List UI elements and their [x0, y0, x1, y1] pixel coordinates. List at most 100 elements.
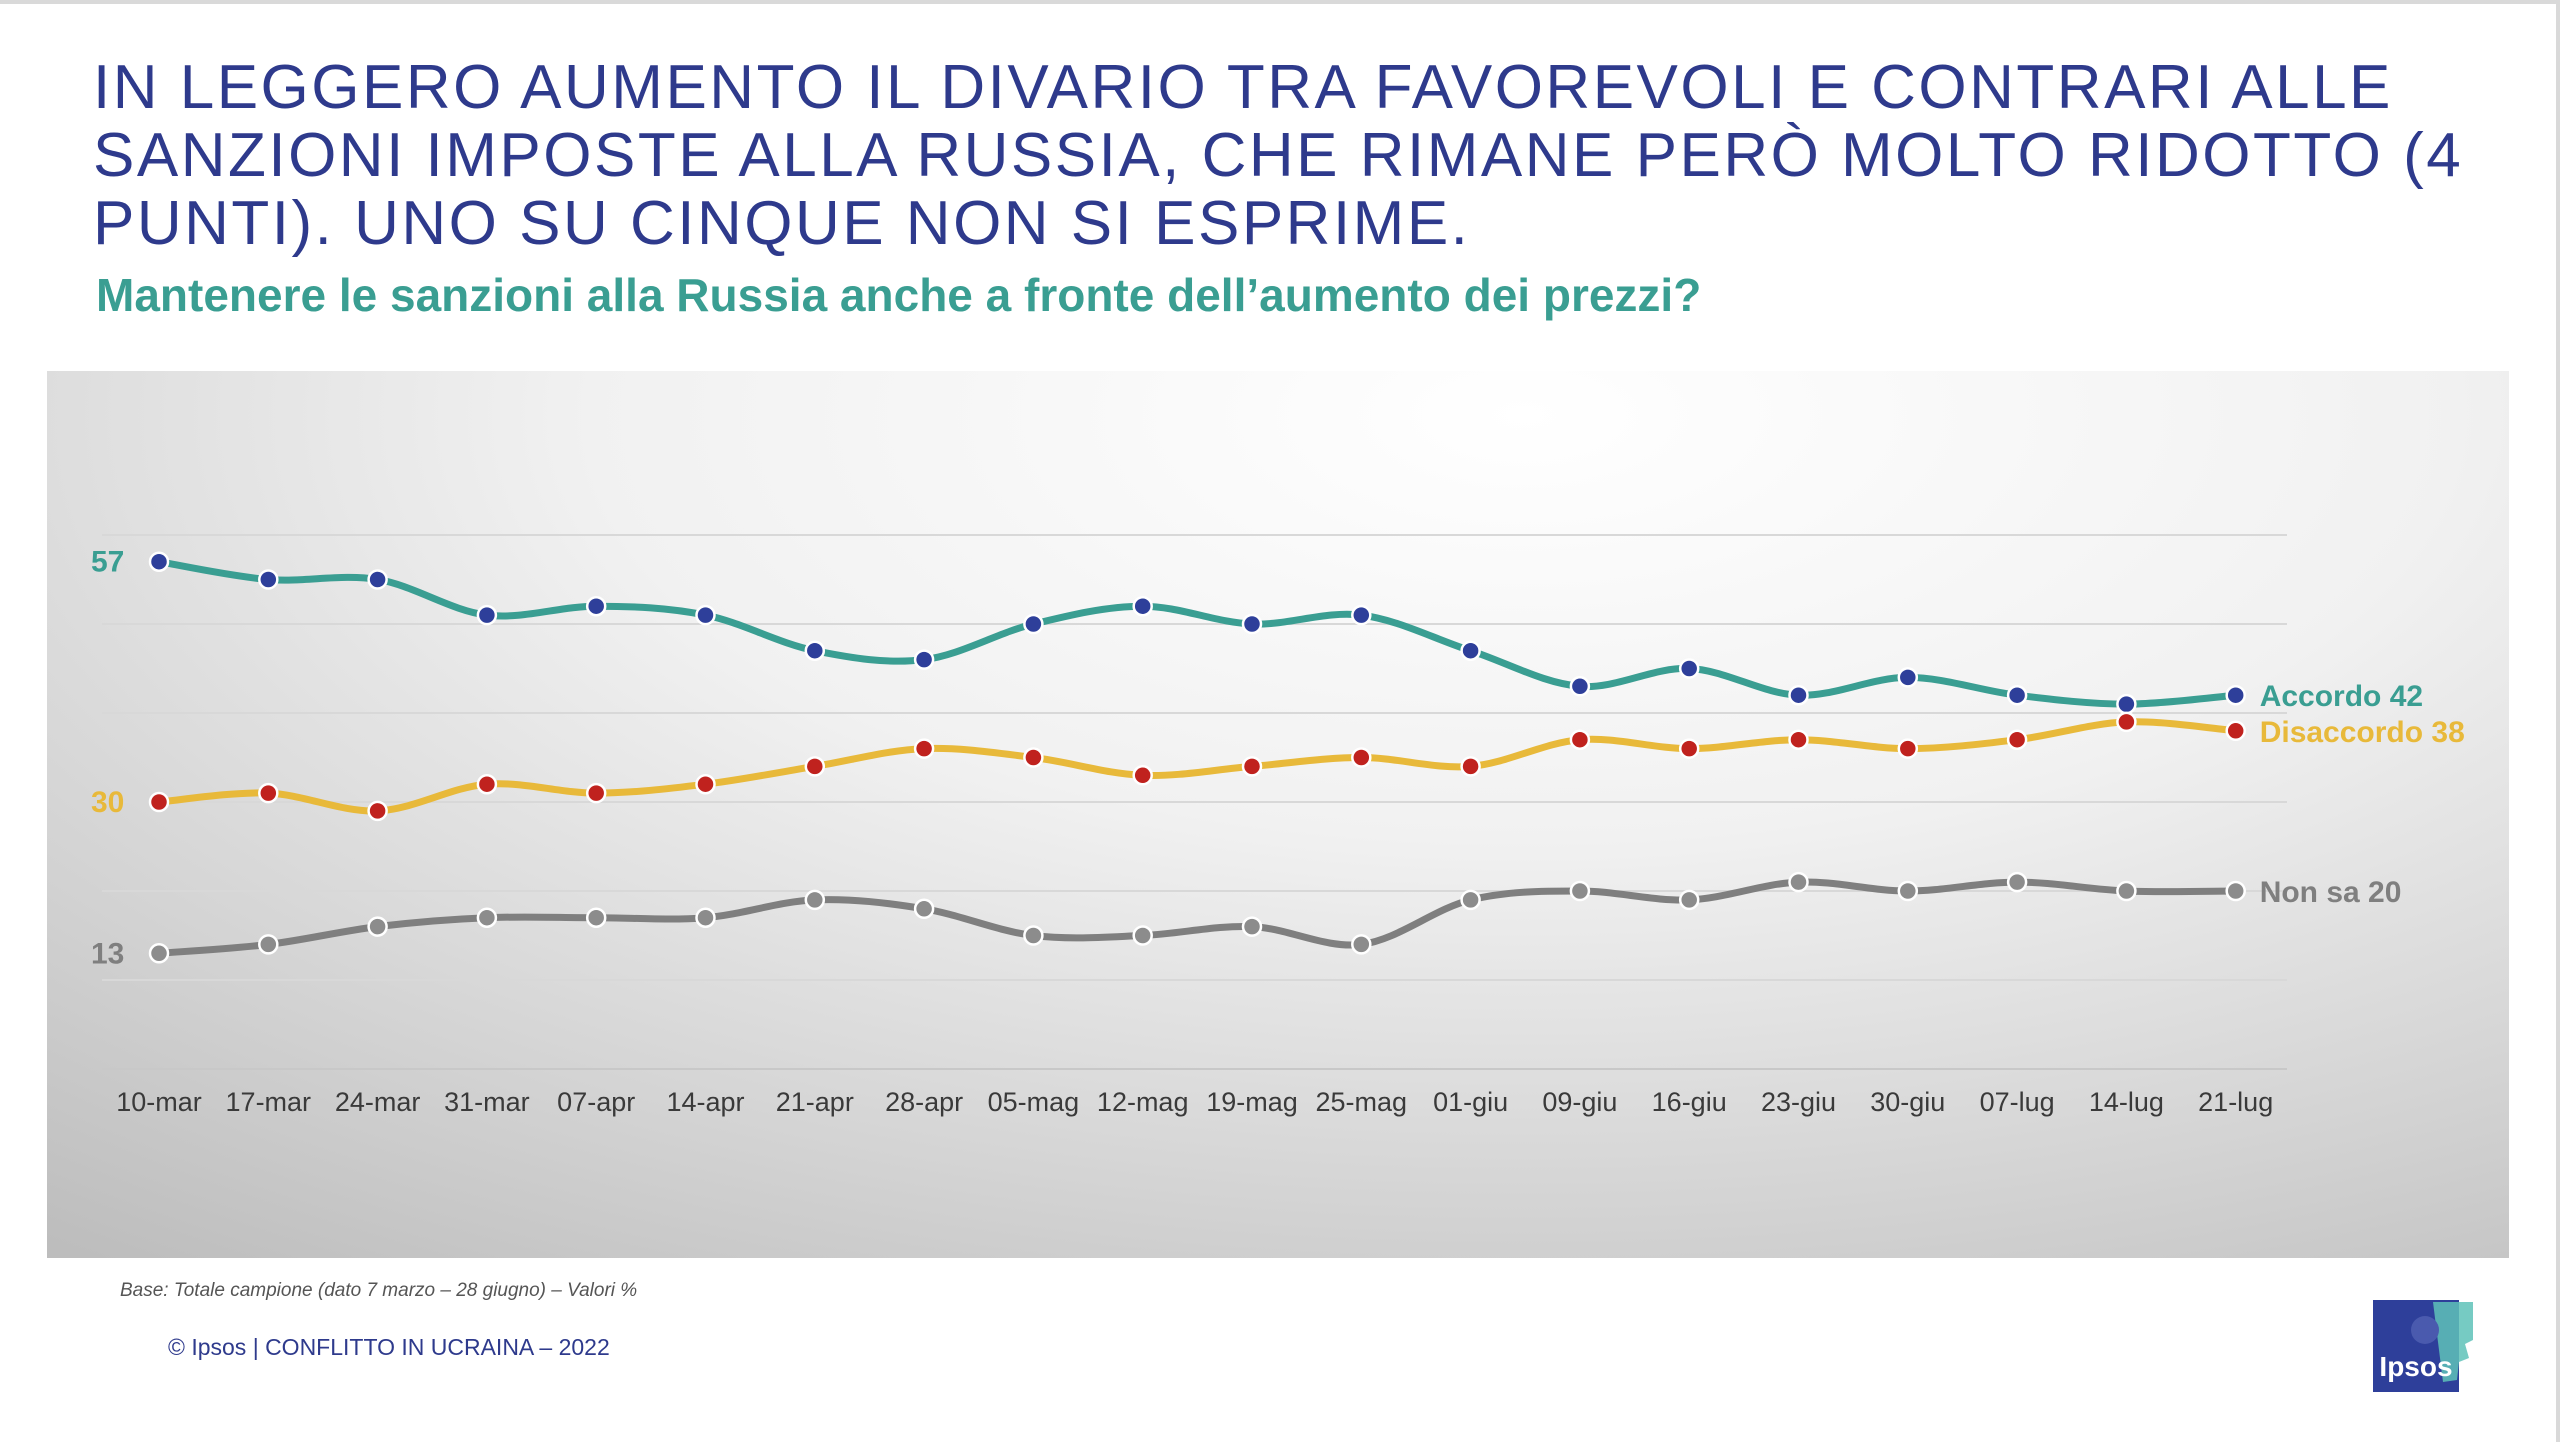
x-tick-label: 05-mag [988, 1087, 1080, 1117]
x-tick-label: 07-apr [557, 1087, 635, 1117]
copyright-footer: © Ipsos | CONFLITTO IN UCRAINA – 2022 [168, 1334, 610, 1360]
data-point-accordo [1132, 595, 1153, 617]
data-point-accordo [148, 551, 170, 572]
logo-wordmark: Ipsos [2379, 1351, 2452, 1382]
top-border [0, 0, 2560, 4]
data-point-non-sa [2116, 880, 2137, 902]
start-label-accordo: 57 [91, 546, 124, 579]
x-tick-label: 16-giu [1652, 1087, 1727, 1117]
x-tick-label: 14-apr [666, 1087, 744, 1117]
data-point-disaccordo [913, 738, 935, 759]
series-line-accordo [155, 558, 2240, 708]
x-tick-label: 31-mar [444, 1087, 530, 1117]
data-point-disaccordo [2225, 720, 2246, 742]
data-point-non-sa [1023, 925, 1044, 946]
question-subtitle: Mantenere le sanzioni alla Russia anche … [96, 269, 1702, 321]
data-point-accordo [585, 595, 607, 617]
data-point-disaccordo [258, 782, 279, 804]
data-point-disaccordo [1788, 729, 1809, 750]
x-tick-label: 01-giu [1433, 1087, 1508, 1117]
data-point-accordo [1351, 604, 1372, 626]
x-tick-label: 30-giu [1870, 1087, 1945, 1117]
data-point-disaccordo [1023, 747, 1044, 768]
data-point-disaccordo [367, 800, 388, 822]
data-point-disaccordo [1569, 729, 1591, 750]
data-point-accordo [695, 604, 716, 626]
series-line-disaccordo [155, 718, 2240, 815]
data-point-accordo [367, 569, 388, 590]
data-point-non-sa [148, 943, 170, 964]
x-tick-label: 19-mag [1206, 1087, 1298, 1117]
data-point-accordo [2116, 693, 2137, 715]
data-point-accordo [1241, 613, 1263, 635]
data-point-accordo [1897, 667, 1919, 688]
end-label-accordo: Accordo 42 [2260, 680, 2423, 713]
data-point-non-sa [585, 907, 607, 928]
data-point-non-sa [913, 898, 935, 920]
data-point-disaccordo [1678, 738, 1700, 759]
data-point-accordo [1569, 676, 1591, 697]
data-point-accordo [1023, 613, 1044, 635]
data-point-non-sa [1132, 925, 1153, 946]
data-point-non-sa [1351, 934, 1372, 955]
data-point-disaccordo [476, 773, 498, 795]
data-point-accordo [2006, 684, 2028, 706]
series-line-non-sa [155, 878, 2240, 957]
data-point-disaccordo [695, 773, 716, 795]
chart-panel: 10-mar 17-mar 24-mar 31-mar 07-apr 14-apr 21-a… [47, 371, 2509, 1258]
x-tick-label: 23-giu [1761, 1087, 1836, 1117]
base-note: Base: Totale campione (dato 7 marzo – 28… [120, 1280, 638, 1301]
data-point-non-sa [258, 934, 279, 955]
page-title: IN LEGGERO AUMENTO IL DIVARIO TRA FAVORE… [93, 53, 2464, 258]
end-label-non-sa: Non sa 20 [2260, 876, 2402, 909]
data-point-accordo [1678, 658, 1700, 679]
data-point-accordo [2225, 684, 2246, 706]
data-point-non-sa [1788, 871, 1809, 893]
x-tick-label: 17-mar [226, 1087, 312, 1117]
data-point-disaccordo [148, 791, 170, 813]
x-tick-label: 28-apr [885, 1087, 963, 1117]
x-tick-label: 21-lug [2198, 1087, 2273, 1117]
x-tick-label: 14-lug [2089, 1087, 2164, 1117]
x-tick-label: 25-mag [1316, 1087, 1408, 1117]
data-point-non-sa [1241, 916, 1263, 937]
data-point-non-sa [1569, 880, 1591, 902]
data-point-accordo [1788, 684, 1809, 706]
data-point-disaccordo [2116, 711, 2137, 733]
right-border [2556, 0, 2560, 1442]
data-point-non-sa [2225, 880, 2246, 902]
line-chart: 10-mar 17-mar 24-mar 31-mar 07-apr 14-apr 21-a… [91, 534, 2465, 1117]
x-tick-label: 24-mar [335, 1087, 421, 1117]
data-point-non-sa [1897, 880, 1919, 902]
data-point-disaccordo [585, 782, 607, 804]
data-point-non-sa [476, 907, 498, 928]
data-point-non-sa [804, 889, 826, 911]
start-label-disaccordo: 30 [91, 786, 124, 819]
data-point-accordo [1460, 640, 1481, 661]
data-point-disaccordo [1460, 756, 1481, 777]
logo-accent-shape [2433, 1302, 2473, 1382]
logo-head-shape [2411, 1316, 2439, 1344]
ipsos-logo: Ipsos [2373, 1300, 2473, 1392]
data-point-disaccordo [1241, 756, 1263, 777]
data-point-non-sa [367, 916, 388, 937]
start-label-non-sa: 13 [91, 937, 124, 970]
data-point-disaccordo [804, 756, 826, 777]
data-point-accordo [476, 604, 498, 626]
data-point-disaccordo [1897, 738, 1919, 759]
data-point-non-sa [1460, 889, 1481, 911]
end-label-disaccordo: Disaccordo 38 [2260, 716, 2465, 749]
x-tick-label: 12-mag [1097, 1087, 1189, 1117]
data-point-non-sa [1678, 889, 1700, 911]
data-point-accordo [913, 649, 935, 670]
data-point-accordo [804, 640, 826, 661]
data-point-disaccordo [1351, 747, 1372, 768]
x-tick-label: 07-lug [1980, 1087, 2055, 1117]
data-point-non-sa [2006, 871, 2028, 893]
data-point-disaccordo [1132, 765, 1153, 786]
x-tick-label: 10-mar [116, 1087, 202, 1117]
data-point-accordo [258, 569, 279, 590]
data-point-non-sa [695, 907, 716, 928]
data-point-disaccordo [2006, 729, 2028, 750]
x-tick-label: 21-apr [776, 1087, 854, 1117]
